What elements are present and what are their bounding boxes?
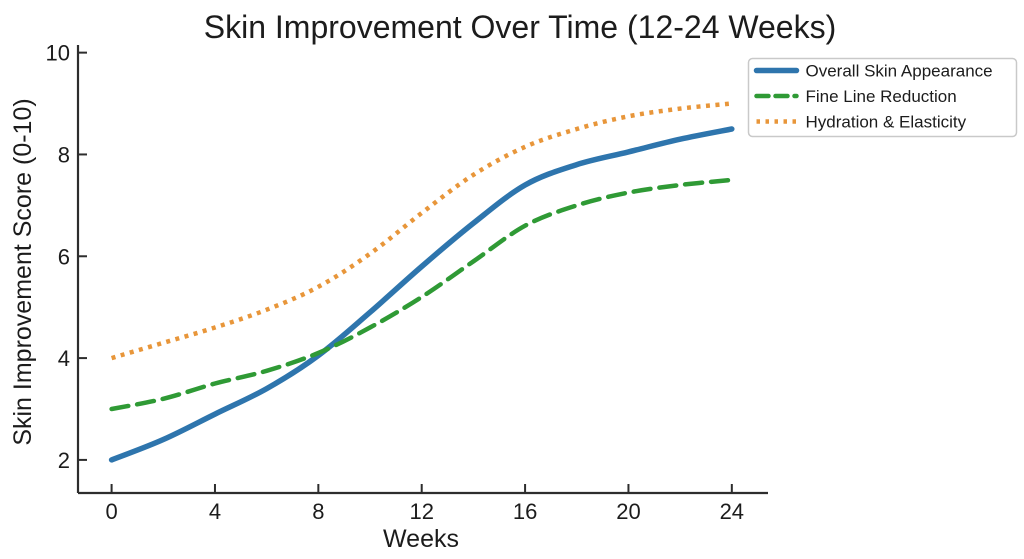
series-line-fine-line-reduction [109, 177, 735, 412]
x-tick-label: 16 [513, 499, 537, 524]
x-tick-label: 4 [209, 499, 221, 524]
legend-label-fine-line-reduction: Fine Line Reduction [806, 87, 957, 106]
x-tick-label: 0 [105, 499, 117, 524]
x-tick-label: 12 [409, 499, 433, 524]
x-tick-label: 20 [616, 499, 640, 524]
y-axis-label: Skin Improvement Score (0-10) [9, 98, 37, 445]
legend-label-hydration-elasticity: Hydration & Elasticity [806, 113, 967, 132]
chart-title: Skin Improvement Over Time (12-24 Weeks) [204, 9, 837, 45]
legend: Overall Skin Appearance Fine Line Reducti… [747, 57, 1018, 138]
x-tick-label: 8 [312, 499, 324, 524]
x-tick-label: 24 [720, 499, 744, 524]
series-line-hydration-elasticity [110, 101, 733, 361]
x-axis-label: Weeks [383, 525, 459, 553]
y-tick-label: 10 [46, 41, 70, 66]
series-lines [108, 101, 735, 463]
y-tick-label: 8 [58, 142, 70, 167]
y-tick-label: 6 [58, 244, 70, 269]
legend-box [747, 57, 1018, 138]
y-tick-label: 2 [58, 448, 70, 473]
legend-label-overall-skin-appearance: Overall Skin Appearance [806, 62, 993, 81]
y-tick-label: 4 [58, 346, 70, 371]
series-line-overall-skin-appearance [108, 126, 735, 463]
